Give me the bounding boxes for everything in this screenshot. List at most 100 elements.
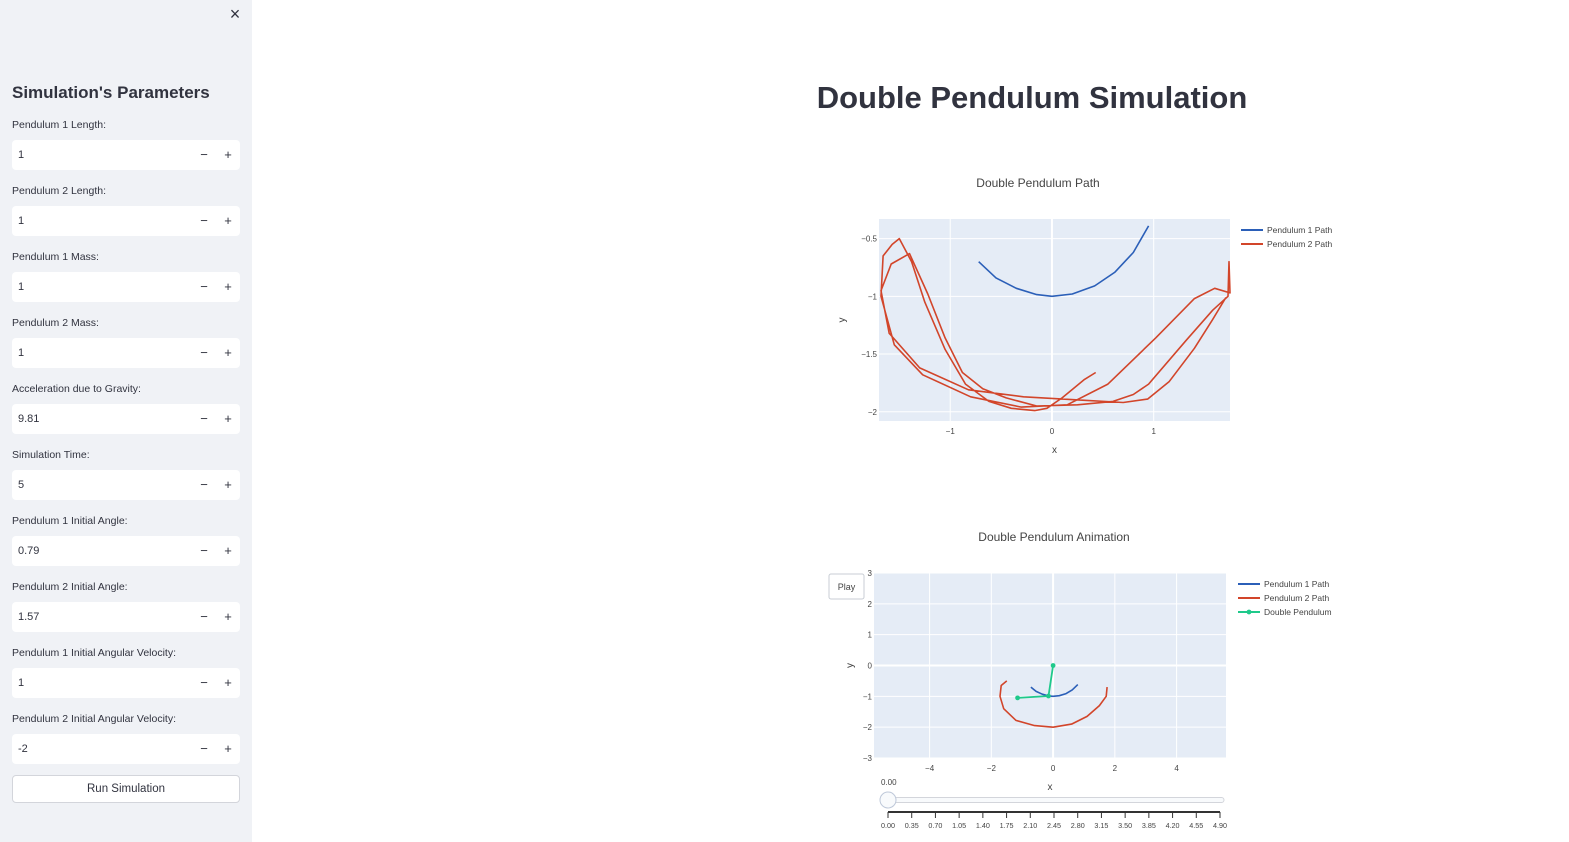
increment-button[interactable]: + <box>224 279 232 294</box>
field-label-pendulum2-angular-velocity: Pendulum 2 Initial Angular Velocity: <box>12 713 177 725</box>
pendulum2-angle-input[interactable]: 1.57 − + <box>12 602 240 632</box>
legend-marker <box>1246 609 1252 615</box>
input-value[interactable]: 1 <box>18 281 25 293</box>
pendulum-1-path-line <box>978 225 1150 298</box>
pendulum2-mass-input[interactable]: 1 − + <box>12 338 240 368</box>
y-tick-label: 3 <box>868 569 873 578</box>
increment-button[interactable]: + <box>224 477 232 492</box>
slider-step-label: 2.10 <box>1023 821 1037 830</box>
x-tick-label: 2 <box>1113 764 1118 773</box>
pendulum-1-path-line <box>1030 684 1079 698</box>
page-title: Double Pendulum Simulation <box>816 80 1248 115</box>
decrement-button[interactable]: − <box>200 543 208 558</box>
increment-button[interactable]: + <box>224 147 232 162</box>
pendulum1-mass-input[interactable]: 1 − + <box>12 272 240 302</box>
slider-step-label: 3.50 <box>1118 821 1132 830</box>
pendulum2-length-input[interactable]: 1 − + <box>12 206 240 236</box>
y-tick-label: 1 <box>868 631 873 640</box>
slider-step-label: 0.70 <box>928 821 942 830</box>
field-label-pendulum1-angular-velocity: Pendulum 1 Initial Angular Velocity: <box>12 647 177 659</box>
increment-button[interactable]: + <box>224 741 232 756</box>
field-label-pendulum2-mass: Pendulum 2 Mass: <box>12 317 99 329</box>
y-tick-label: −1 <box>863 692 873 701</box>
x-tick-label: −4 <box>925 764 935 773</box>
play-button[interactable] <box>828 573 865 600</box>
legend-label-double-pendulum: Double Pendulum <box>1264 607 1332 617</box>
close-icon[interactable]: × <box>229 4 241 24</box>
input-value[interactable]: 1 <box>18 149 25 161</box>
x-tick-label: 4 <box>1174 764 1179 773</box>
field-label-pendulum1-length: Pendulum 1 Length: <box>12 119 106 131</box>
decrement-button[interactable]: − <box>200 411 208 426</box>
decrement-button[interactable]: − <box>200 741 208 756</box>
run-simulation-button[interactable]: Run Simulation <box>12 775 240 803</box>
input-value[interactable]: 1.57 <box>18 611 40 623</box>
pendulum-2-path-line <box>880 237 1231 412</box>
sidebar: × Simulation's Parameters Pendulum 1 Len… <box>0 0 252 842</box>
input-value[interactable]: 1 <box>18 347 25 359</box>
x-tick-label: 0 <box>1051 764 1056 773</box>
animation-chart: Double Pendulum Animation −4 −2 0 2 4 3 2 1 0 −1 −2… <box>828 530 1332 830</box>
slider-step-label: 4.20 <box>1166 821 1180 830</box>
slider-step-label: 0.35 <box>905 821 919 830</box>
sidebar-title: Simulation's Parameters <box>12 83 210 102</box>
field-label-pendulum1-angle: Pendulum 1 Initial Angle: <box>12 515 128 527</box>
increment-button[interactable]: + <box>224 213 232 228</box>
chart-title: Double Pendulum Animation <box>978 530 1129 544</box>
increment-button[interactable]: + <box>224 675 232 690</box>
legend-label-pendulum-1-path: Pendulum 1 Path <box>1267 225 1332 235</box>
slider-step-label: 4.90 <box>1213 821 1227 830</box>
slider-current-value: 0.00 <box>881 778 897 787</box>
input-value[interactable]: 1 <box>18 677 25 689</box>
y-tick-label: 0 <box>868 662 873 671</box>
y-tick-label: −3 <box>863 754 873 763</box>
chart-title: Double Pendulum Path <box>976 176 1099 190</box>
slider-step-label: 0.00 <box>881 821 895 830</box>
slider-step-label: 1.05 <box>952 821 966 830</box>
pendulum-bob-point <box>1046 693 1051 699</box>
input-value[interactable]: 9.81 <box>18 413 40 425</box>
decrement-button[interactable]: − <box>200 213 208 228</box>
decrement-button[interactable]: − <box>200 477 208 492</box>
y-axis-label: y <box>837 318 848 323</box>
field-label-pendulum1-mass: Pendulum 1 Mass: <box>12 251 99 263</box>
pendulum-2-path-line <box>999 680 1108 728</box>
simulation-time-input[interactable]: 5 − + <box>12 470 240 500</box>
increment-button[interactable]: + <box>224 609 232 624</box>
slider-step-label: 1.40 <box>976 821 990 830</box>
legend-label-pendulum-1-path: Pendulum 1 Path <box>1264 579 1329 589</box>
x-tick-label: −2 <box>987 764 997 773</box>
slider-step-label: 1.75 <box>1000 821 1014 830</box>
input-value[interactable]: 0.79 <box>18 545 40 557</box>
x-axis-label: x <box>1052 445 1057 456</box>
pendulum1-angle-input[interactable]: 0.79 − + <box>12 536 240 566</box>
pendulum-bob-point <box>1050 663 1056 668</box>
input-value[interactable]: 1 <box>18 215 25 227</box>
input-value[interactable]: 5 <box>18 479 25 491</box>
field-label-pendulum2-angle: Pendulum 2 Initial Angle: <box>12 581 128 593</box>
decrement-button[interactable]: − <box>200 609 208 624</box>
y-axis-label: y <box>845 663 856 668</box>
increment-button[interactable]: + <box>224 411 232 426</box>
pendulum1-angular-velocity-input[interactable]: 1 − + <box>12 668 240 698</box>
gravity-input[interactable]: 9.81 − + <box>12 404 240 434</box>
y-tick-label: −0.5 <box>861 235 877 244</box>
increment-button[interactable]: + <box>224 345 232 360</box>
slider-step-label: 4.55 <box>1189 821 1203 830</box>
pendulum1-length-input[interactable]: 1 − + <box>12 140 240 170</box>
increment-button[interactable]: + <box>224 543 232 558</box>
x-axis-label: x <box>1048 782 1053 793</box>
input-value[interactable]: -2 <box>18 743 28 755</box>
y-tick-label: 2 <box>868 600 873 609</box>
decrement-button[interactable]: − <box>200 147 208 162</box>
slider-handle[interactable] <box>879 791 897 809</box>
decrement-button[interactable]: − <box>200 345 208 360</box>
pendulum2-angular-velocity-input[interactable]: -2 − + <box>12 734 240 764</box>
y-tick-label: −1.5 <box>861 350 877 359</box>
decrement-button[interactable]: − <box>200 675 208 690</box>
slider-step-label: 2.80 <box>1071 821 1085 830</box>
slider-track[interactable] <box>883 797 1225 803</box>
decrement-button[interactable]: − <box>200 279 208 294</box>
slider-step-label: 3.85 <box>1142 821 1156 830</box>
play-button-label[interactable]: Play <box>838 582 856 592</box>
